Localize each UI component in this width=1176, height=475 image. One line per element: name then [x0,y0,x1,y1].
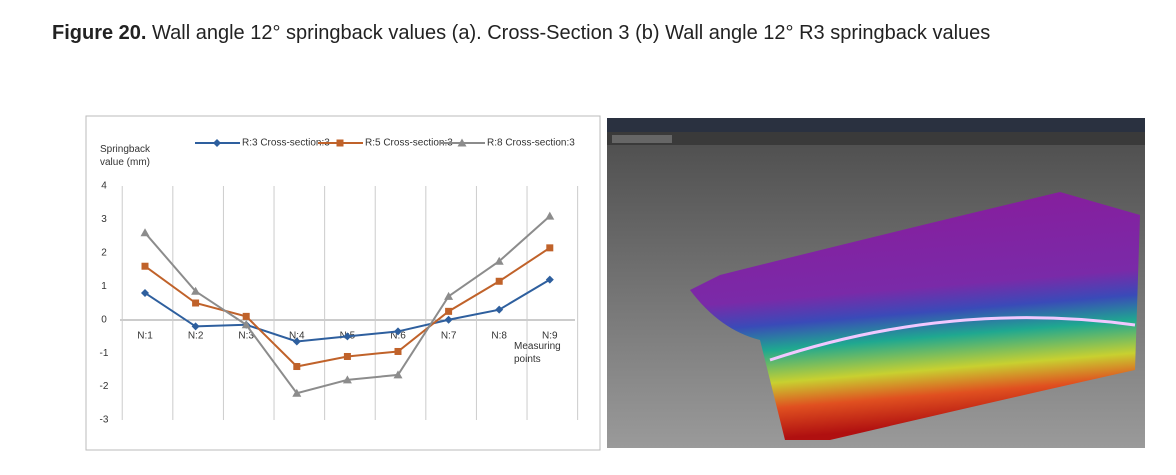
y-tick-label: 2 [101,247,107,258]
marker [342,375,352,384]
caption-text: Wall angle 12° springback values (a). Cr… [152,22,991,44]
marker [292,337,301,346]
y-axis-label: Springback value (mm) [100,144,151,168]
legend-label: R:5 Cross-section:3 [365,138,453,149]
marker [393,370,403,379]
marker [457,138,467,147]
y-tick-label: 1 [101,281,107,292]
photo-panel [607,118,1145,448]
x-tick-label: N:6 [390,331,406,342]
marker [213,139,221,147]
marker [546,244,554,252]
legend-label: R:8 Cross-section:3 [487,138,575,149]
y-tick-label: -1 [100,348,109,359]
marker [394,347,402,355]
marker [494,256,504,265]
x-tick-label: N:2 [188,331,204,342]
marker [141,262,149,270]
y-tick-label: -3 [100,415,109,426]
x-tick-label: N:9 [542,331,558,342]
marker [394,327,402,336]
marker [545,211,555,220]
y-tick-label: -2 [100,381,109,392]
marker [191,286,201,295]
marker [191,322,200,331]
marker [444,291,454,300]
surface [690,192,1140,440]
marker [141,288,149,297]
marker [343,332,352,341]
x-tick-label: N:8 [491,331,507,342]
marker [293,363,301,371]
window-title-bar [607,118,1145,132]
y-tick-label: 0 [101,314,107,325]
caption: Figure 20. Wall angle 12° springback val… [52,22,990,45]
marker [545,275,554,284]
chart-frame [85,115,601,451]
x-tick-label: N:3 [238,331,254,342]
x-tick-label: N:1 [137,331,153,342]
marker [292,388,302,397]
marker [241,320,251,329]
x-tick-label: N:4 [289,331,305,342]
marker [495,277,503,285]
marker [140,228,150,237]
marker [192,299,200,307]
marker [444,315,453,324]
y-tick-label: 4 [101,181,107,192]
marker [495,305,504,314]
marker [343,352,351,360]
marker [445,307,453,315]
surface-edge-highlight [769,316,1136,362]
y-tick-label: 3 [101,214,107,225]
marker [336,139,344,147]
legend-label: R:3 Cross-section:3 [242,138,330,149]
figure-label: Figure 20. [52,22,147,44]
x-tick-label: N:7 [441,331,457,342]
toolbar [607,132,1145,145]
x-axis-label: Measuring points [514,341,561,365]
marker [242,312,250,320]
view-options-button [612,135,672,143]
